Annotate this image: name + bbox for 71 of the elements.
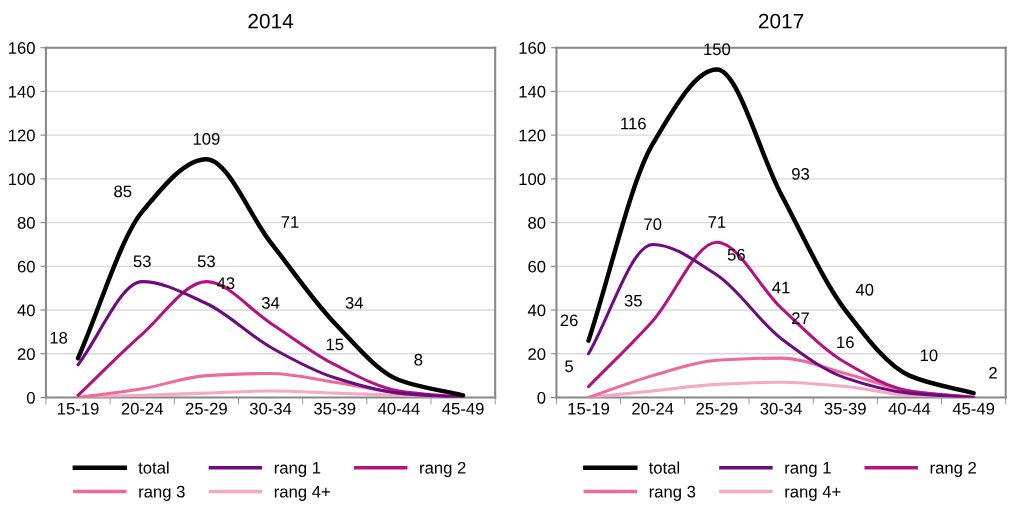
data-label: 40: [855, 283, 874, 296]
data-label: 26: [560, 314, 578, 327]
data-label: 35: [624, 294, 642, 307]
data-label: 34: [345, 296, 363, 309]
x-tick-label: 20-24: [121, 402, 164, 415]
legend-label: total: [138, 461, 169, 474]
x-tick-label: 25-29: [185, 402, 227, 415]
legend-label: rang 4+: [274, 485, 330, 501]
line-series: [75, 156, 466, 398]
data-label: 8: [414, 353, 423, 366]
x-tick-label: 45-49: [442, 402, 484, 415]
data-label: 116: [621, 117, 646, 130]
y-tick-label: 40: [17, 304, 35, 317]
data-label: 43: [216, 277, 235, 290]
data-label: 2: [989, 366, 997, 379]
x-tick-label: 30-34: [760, 402, 802, 415]
y-tick-label: 80: [17, 217, 35, 229]
x-tick-label: 35-39: [824, 402, 866, 415]
legend-label: total: [648, 461, 680, 474]
data-label: 53: [133, 255, 151, 268]
data-label: 34: [261, 296, 280, 309]
y-tick-label: 140: [8, 85, 35, 98]
legend-label: rang 3: [649, 485, 696, 501]
y-tick-label: 140: [519, 85, 546, 98]
y-tick-label: 60: [528, 260, 546, 273]
legend-label: rang 1: [785, 462, 831, 478]
data-label: 27: [792, 312, 809, 324]
y-tick-label: 0: [537, 391, 546, 404]
y-tick-label: 20: [528, 348, 546, 360]
y-tick-label: 100: [8, 173, 35, 186]
x-tick-label: 40-44: [377, 402, 420, 415]
x-tick-label: 30-34: [249, 402, 292, 415]
y-tick-label: 80: [528, 217, 546, 229]
y-tick-label: 40: [527, 304, 546, 317]
data-label: 109: [193, 132, 220, 145]
data-label: 70: [644, 218, 662, 231]
x-tick-label: 15-19: [57, 402, 99, 415]
y-tick-label: 160: [519, 42, 546, 54]
line-series: [586, 67, 976, 396]
data-label: 71: [281, 216, 299, 228]
legend-label: rang 2: [930, 461, 976, 478]
y-tick-label: 120: [8, 129, 35, 142]
legend-label: rang 3: [139, 485, 185, 501]
x-tick-label: 40-44: [888, 402, 931, 415]
x-tick-label: 25-29: [696, 402, 738, 415]
legend-label: rang 1: [274, 462, 321, 478]
x-tick-label: 20-24: [632, 402, 674, 415]
data-label: 10: [920, 349, 938, 362]
data-label: 15: [326, 338, 344, 351]
y-tick-label: 0: [26, 391, 35, 404]
x-tick-label: 15-19: [568, 402, 610, 415]
legend-label: rang 4+: [785, 485, 841, 501]
legend-label: rang 2: [420, 461, 466, 478]
x-tick-label: 35-39: [314, 402, 356, 415]
data-label: 53: [197, 255, 215, 268]
y-tick-label: 60: [17, 260, 35, 273]
data-label: 16: [837, 336, 854, 349]
data-label: 5: [565, 360, 574, 373]
data-label: 71: [708, 216, 726, 228]
data-label: 150: [704, 43, 731, 56]
y-tick-label: 120: [519, 129, 546, 142]
y-tick-label: 160: [8, 42, 35, 54]
data-label: 18: [50, 331, 68, 344]
data-label: 93: [792, 167, 810, 180]
chart-title: 2017: [758, 13, 804, 29]
x-tick-label: 45-49: [952, 402, 995, 415]
data-label: 85: [114, 185, 132, 198]
data-label: 41: [772, 281, 790, 294]
chart-title: 2014: [248, 13, 294, 29]
y-tick-label: 20: [17, 348, 35, 360]
y-tick-label: 100: [519, 173, 546, 186]
